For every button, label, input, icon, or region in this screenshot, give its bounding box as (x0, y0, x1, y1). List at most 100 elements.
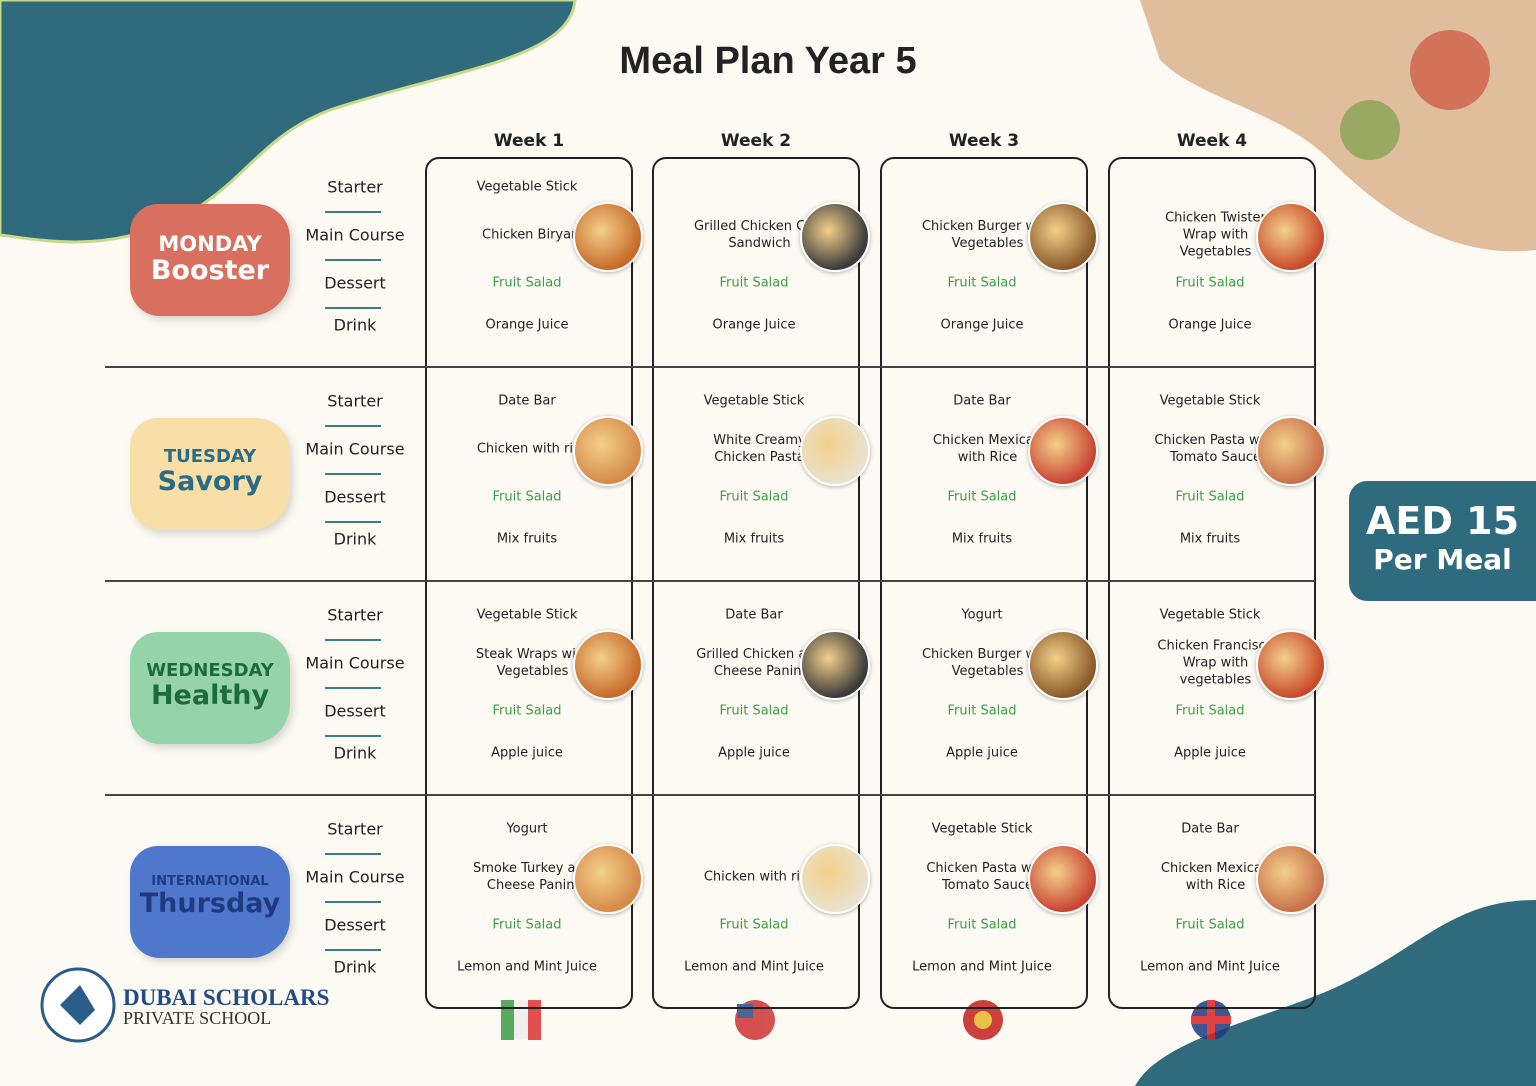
meal-drink: Lemon and Mint Juice (912, 959, 1052, 975)
week-header: Week 2 (720, 131, 792, 151)
meal-main: Chicken Mexican with Rice (932, 433, 1043, 465)
course-divider (325, 901, 381, 903)
meal-starter: Yogurt (506, 821, 548, 837)
meal-starter: Vegetable Stick (1159, 393, 1261, 409)
course-divider (325, 425, 381, 427)
row-separator (105, 580, 1315, 582)
food-photo (573, 844, 643, 914)
week-column (880, 157, 1088, 1009)
meal-main: White Creamy Chicken Pasta (713, 433, 806, 465)
day-label-top: WEDNESDAY (146, 660, 274, 681)
meal-starter: Date Bar (725, 607, 783, 623)
meal-main: Chicken Pasta with Tomato Sauce (1154, 433, 1277, 465)
row-separator (105, 794, 1315, 796)
meal-dessert: Fruit Salad (1175, 489, 1245, 505)
meal-drink: Apple juice (1174, 745, 1246, 761)
course-label: Starter (327, 605, 383, 625)
meal-starter: Yogurt (961, 607, 1003, 623)
day-label-top: TUESDAY (163, 446, 257, 467)
meal-drink: Orange Juice (712, 317, 796, 333)
food-photo (1256, 844, 1326, 914)
meal-starter: Date Bar (498, 393, 556, 409)
course-label: Main Course (305, 225, 405, 245)
week-column (1108, 157, 1316, 1009)
course-label: Dessert (324, 487, 386, 507)
meal-dessert: Fruit Salad (947, 703, 1017, 719)
meal-dessert: Fruit Salad (719, 917, 789, 933)
meal-starter: Date Bar (953, 393, 1011, 409)
food-photo (800, 416, 870, 486)
day-bubble: MONDAY Booster (130, 204, 290, 316)
day-label-top: INTERNATIONAL (151, 874, 269, 889)
price-unit: Per Meal (1373, 543, 1512, 576)
school-logo: DUBAI SCHOLARS PRIVATE SCHOOL (123, 985, 329, 1029)
meal-drink: Mix fruits (723, 531, 785, 547)
course-divider (325, 211, 381, 213)
course-label: Drink (333, 529, 377, 549)
meal-dessert: Fruit Salad (719, 703, 789, 719)
price-box: AED 15 Per Meal (1349, 481, 1536, 601)
meal-main: Chicken Burger with Vegetables (921, 647, 1054, 679)
title: Meal Plan Year 5 (619, 40, 917, 82)
meal-dessert: Fruit Salad (1175, 275, 1245, 291)
meal-main: Chicken Burger with Vegetables (921, 219, 1054, 251)
day-bubble: TUESDAY Savory (130, 418, 290, 530)
course-divider (325, 687, 381, 689)
day-bubble: INTERNATIONAL Thursday (130, 846, 290, 958)
food-photo (573, 202, 643, 272)
food-photo (1256, 416, 1326, 486)
week-column (425, 157, 633, 1009)
meal-starter: Vegetable Stick (476, 607, 578, 623)
school-name: DUBAI SCHOLARS (123, 985, 330, 1010)
meal-starter: Vegetable Stick (931, 821, 1033, 837)
meal-dessert: Fruit Salad (492, 275, 562, 291)
course-label: Dessert (324, 915, 386, 935)
course-label: Main Course (305, 867, 405, 887)
course-divider (325, 949, 381, 951)
day-label-bottom: Thursday (139, 888, 281, 919)
course-divider (325, 639, 381, 641)
meal-dessert: Fruit Salad (492, 703, 562, 719)
food-photo (800, 630, 870, 700)
day-label-top: MONDAY (158, 232, 262, 256)
course-divider (325, 307, 381, 309)
meal-main: Chicken Francisco Wrap with vegetables (1157, 638, 1274, 688)
course-divider (325, 735, 381, 737)
meal-drink: Orange Juice (940, 317, 1024, 333)
meal-dessert: Fruit Salad (492, 917, 562, 933)
meal-dessert: Fruit Salad (1175, 917, 1245, 933)
meal-starter: Vegetable Stick (703, 393, 805, 409)
course-divider (325, 521, 381, 523)
food-photo (1256, 630, 1326, 700)
meal-main: Smoke Turkey and Cheese Panini (473, 861, 592, 893)
meal-drink: Apple juice (718, 745, 790, 761)
meal-drink: Orange Juice (485, 317, 569, 333)
course-label: Main Course (305, 653, 405, 673)
meal-starter: Date Bar (1181, 821, 1239, 837)
meal-drink: Apple juice (946, 745, 1018, 761)
day-label-bottom: Savory (157, 466, 263, 497)
meal-dessert: Fruit Salad (947, 275, 1017, 291)
course-label: Drink (333, 957, 377, 977)
food-photo (800, 202, 870, 272)
meal-main: Grilled Chicken Cold Sandwich (693, 219, 826, 251)
meal-main: Chicken Biryani (482, 227, 583, 243)
meal-main: Chicken Pasta with Tomato Sauce (926, 861, 1049, 893)
meal-starter: Vegetable Stick (476, 179, 578, 195)
school-subtitle: PRIVATE SCHOOL (123, 1008, 272, 1028)
meal-drink: Mix fruits (951, 531, 1013, 547)
course-label: Starter (327, 819, 383, 839)
course-label: Dessert (324, 701, 386, 721)
meal-main: Chicken with rice (476, 441, 589, 457)
meal-dessert: Fruit Salad (492, 489, 562, 505)
meal-main: Grilled Chicken and Cheese Panini (696, 647, 823, 679)
course-label: Dessert (324, 273, 386, 293)
course-divider (325, 853, 381, 855)
course-divider (325, 473, 381, 475)
meal-drink: Apple juice (491, 745, 563, 761)
week-header: Week 3 (948, 131, 1020, 151)
meal-drink: Mix fruits (1179, 531, 1241, 547)
meal-drink: Orange Juice (1168, 317, 1252, 333)
